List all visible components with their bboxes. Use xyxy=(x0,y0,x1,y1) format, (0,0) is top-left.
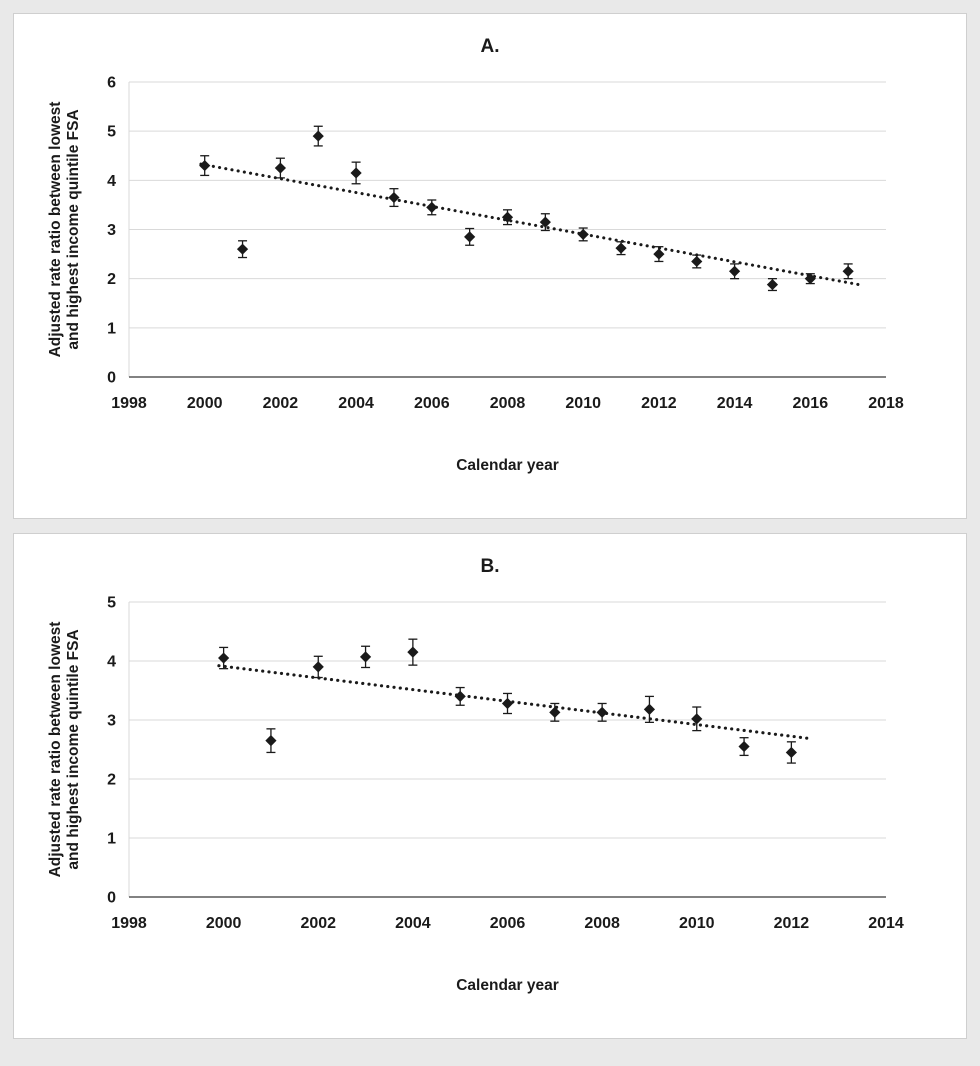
svg-text:2012: 2012 xyxy=(641,395,677,412)
svg-text:0: 0 xyxy=(107,890,116,907)
panel-b-title: B. xyxy=(480,556,500,577)
svg-text:Calendar year: Calendar year xyxy=(456,457,559,474)
svg-text:2002: 2002 xyxy=(263,395,299,412)
svg-text:4: 4 xyxy=(107,654,116,671)
svg-text:0: 0 xyxy=(107,370,116,387)
svg-text:2012: 2012 xyxy=(774,915,810,932)
svg-text:5: 5 xyxy=(107,124,116,141)
svg-text:6: 6 xyxy=(107,75,116,92)
svg-text:2000: 2000 xyxy=(206,915,242,932)
svg-text:5: 5 xyxy=(107,595,116,612)
svg-text:and highest income quintile FS: and highest income quintile FSA xyxy=(65,629,82,869)
svg-text:Adjusted rate ratio between lo: Adjusted rate ratio between lowest xyxy=(47,622,64,878)
panel-a-chart: 0 1 2 3 4 5 6 1998 2000 2002 2004 2006 2008 2010 2012 2… xyxy=(14,60,966,512)
svg-text:2008: 2008 xyxy=(584,915,620,932)
svg-text:2018: 2018 xyxy=(868,395,904,412)
svg-text:2008: 2008 xyxy=(490,395,526,412)
svg-text:2000: 2000 xyxy=(187,395,223,412)
svg-text:1998: 1998 xyxy=(111,915,147,932)
svg-text:2004: 2004 xyxy=(395,915,431,932)
svg-text:2006: 2006 xyxy=(414,395,450,412)
svg-text:1998: 1998 xyxy=(111,395,147,412)
svg-text:3: 3 xyxy=(107,713,116,730)
panel-a: A. 0 1 2 3 4 5 6 1998 2000 2002 2004 2006 2008 2010 20… xyxy=(13,13,967,519)
figure-page: A. 0 1 2 3 4 5 6 1998 2000 2002 2004 2006 2008 2010 20… xyxy=(13,13,967,1039)
svg-text:2004: 2004 xyxy=(338,395,374,412)
svg-text:3: 3 xyxy=(107,222,116,239)
svg-text:Calendar year: Calendar year xyxy=(456,977,559,994)
svg-text:2006: 2006 xyxy=(490,915,526,932)
svg-text:2002: 2002 xyxy=(300,915,336,932)
svg-text:4: 4 xyxy=(107,173,116,190)
svg-text:2014: 2014 xyxy=(717,395,753,412)
panel-b: B. 0 1 2 3 4 5 1998 2000 2002 2004 2006 2008 2010 201… xyxy=(13,533,967,1039)
svg-text:Adjusted rate ratio between lo: Adjusted rate ratio between lowest xyxy=(47,102,64,358)
svg-text:2010: 2010 xyxy=(679,915,715,932)
panel-a-title: A. xyxy=(480,36,500,57)
svg-text:and highest income quintile FS: and highest income quintile FSA xyxy=(65,109,82,349)
svg-text:2: 2 xyxy=(107,772,116,789)
svg-text:2: 2 xyxy=(107,271,116,288)
svg-text:1: 1 xyxy=(107,831,116,848)
svg-text:2016: 2016 xyxy=(793,395,829,412)
svg-text:2010: 2010 xyxy=(565,395,601,412)
panel-b-chart: 0 1 2 3 4 5 1998 2000 2002 2004 2006 2008 2010 2012 20… xyxy=(14,580,966,1032)
svg-text:1: 1 xyxy=(107,320,116,337)
svg-text:2014: 2014 xyxy=(868,915,904,932)
